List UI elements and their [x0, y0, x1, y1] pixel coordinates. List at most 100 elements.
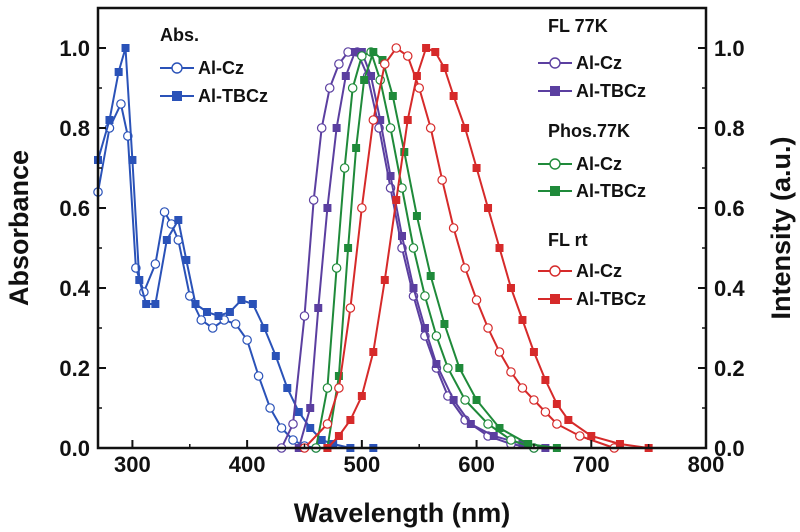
data-point [540, 407, 551, 417]
series-ph77_cz [311, 47, 539, 453]
data-point [334, 372, 343, 380]
x-tick-label: 800 [688, 452, 725, 477]
data-point [449, 396, 458, 404]
data-point [367, 72, 376, 80]
data-point [334, 383, 344, 393]
data-point [455, 364, 464, 372]
data-point [306, 424, 315, 432]
data-point [425, 123, 436, 133]
data-point [466, 420, 475, 428]
data-point [332, 124, 341, 132]
data-point [437, 175, 447, 185]
series-flrt_tbcz [323, 44, 653, 452]
legend-entry-flrt-tbcz: Al-TBCz [538, 289, 646, 309]
y-right-tick-label: 0.6 [714, 196, 745, 221]
y-left-tick-label: 1.0 [59, 36, 90, 61]
series-line-ph77_cz [315, 50, 535, 449]
series-fl77_tbcz [294, 48, 550, 452]
data-point [196, 315, 207, 325]
data-point [460, 263, 470, 273]
data-point [426, 272, 435, 280]
data-point [174, 216, 183, 224]
y-left-tick-label: 0.6 [59, 196, 90, 221]
data-point [615, 440, 624, 448]
data-point [128, 156, 137, 164]
data-point [495, 424, 504, 432]
data-point [443, 363, 453, 373]
y-right-tick-label: 0.2 [714, 356, 745, 381]
legend-entry-abs-cz: Al-Cz [160, 58, 244, 78]
data-point [524, 440, 533, 448]
y-right-tick-label: 0.8 [714, 116, 745, 141]
data-point [506, 284, 515, 292]
data-point [391, 43, 402, 53]
data-point [402, 51, 413, 61]
data-point [334, 59, 344, 69]
x-tick-label: 300 [114, 452, 151, 477]
data-point [242, 335, 252, 345]
data-point [150, 259, 161, 269]
data-point [294, 408, 303, 416]
data-point [483, 419, 493, 429]
x-tick-label: 700 [573, 452, 610, 477]
data-point [341, 72, 350, 80]
data-point [151, 300, 160, 308]
data-point [316, 123, 327, 133]
data-point [182, 256, 191, 264]
data-point [440, 320, 449, 328]
data-point [472, 396, 481, 404]
data-point [368, 115, 379, 125]
data-point [162, 236, 171, 244]
data-point [414, 83, 425, 93]
data-point [380, 276, 389, 284]
data-point [317, 436, 326, 444]
data-point [339, 163, 350, 173]
y-left-tick-label: 0.4 [59, 276, 90, 301]
legend-heading-fl77: FL 77K [548, 16, 608, 36]
data-point [460, 395, 470, 405]
legend-heading-flrt: FL rt [548, 230, 588, 250]
data-point [225, 308, 234, 316]
data-point [409, 284, 418, 292]
data-point [529, 348, 538, 356]
y-left-tick-label: 0.0 [59, 436, 90, 461]
y-axis-right-title: Intensity (a.u.) [766, 136, 796, 319]
data-point [329, 440, 338, 448]
data-point [541, 376, 550, 384]
legend-heading-phos77: Phos.77K [548, 121, 630, 141]
data-point [202, 308, 211, 316]
data-point [308, 195, 319, 205]
legend-entry-abs-tbcz: Al-TBCz [160, 86, 268, 106]
data-point [376, 116, 385, 124]
data-point [105, 116, 114, 124]
data-point [207, 323, 218, 333]
data-point [265, 403, 275, 413]
data-point [350, 48, 359, 56]
data-point [142, 300, 151, 308]
data-point [495, 244, 504, 252]
data-point [472, 164, 481, 172]
data-point [191, 300, 200, 308]
y-right-tick-label: 1.0 [714, 36, 745, 61]
legend-entry-phos77-cz: Al-Cz [538, 154, 622, 174]
data-point [386, 172, 395, 180]
data-point [489, 432, 498, 440]
data-point [276, 423, 287, 433]
legend-label: Al-TBCz [576, 289, 646, 309]
data-point [334, 432, 343, 440]
legend-entry-flrt-cz: Al-Cz [538, 261, 622, 281]
y-right-tick-label: 0.4 [714, 276, 745, 301]
data-point [408, 243, 419, 253]
data-point [322, 383, 333, 393]
data-point [400, 148, 409, 156]
data-point [575, 431, 585, 441]
data-point [494, 347, 505, 357]
data-point [506, 435, 516, 445]
data-point [135, 276, 144, 284]
data-point [237, 296, 246, 304]
legend-label: Al-Cz [198, 58, 244, 78]
data-point [331, 263, 342, 273]
data-point [379, 59, 390, 69]
data-point [420, 324, 429, 332]
